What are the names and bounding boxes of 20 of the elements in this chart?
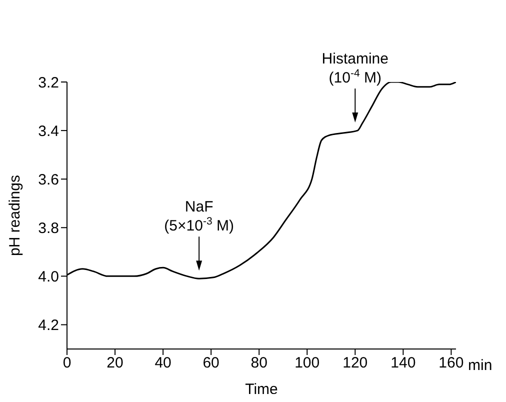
- y-axis-title: pH readings: [6, 175, 24, 256]
- y-tick-label: 4.2: [38, 317, 59, 334]
- annotation: Histamine (10$^{-4}$ M): [322, 50, 388, 87]
- y-tick-label: 4.0: [38, 268, 59, 286]
- y-tick-label: 3.6: [38, 171, 59, 188]
- x-tick-label: 60: [202, 354, 220, 372]
- x-tick-label: 140: [390, 354, 416, 372]
- x-tick-label: 80: [250, 354, 268, 372]
- annotation: NaF (5×10$^{-3}$ M): [164, 198, 234, 235]
- y-tick-label: 3.4: [38, 122, 59, 140]
- text: min: [468, 357, 492, 374]
- x-tick-label: 20: [106, 354, 124, 372]
- y-tick-label: 3.8: [38, 220, 59, 237]
- x-tick-label: 100: [294, 354, 320, 372]
- x-tick-label: 160: [438, 354, 464, 372]
- x-axis-title: Time: [245, 381, 278, 398]
- x-tick-label: 0: [62, 354, 72, 372]
- x-tick-label: 40: [154, 354, 172, 372]
- y-tick-label: 3.2: [38, 74, 59, 92]
- x-tick-label: 120: [342, 354, 368, 372]
